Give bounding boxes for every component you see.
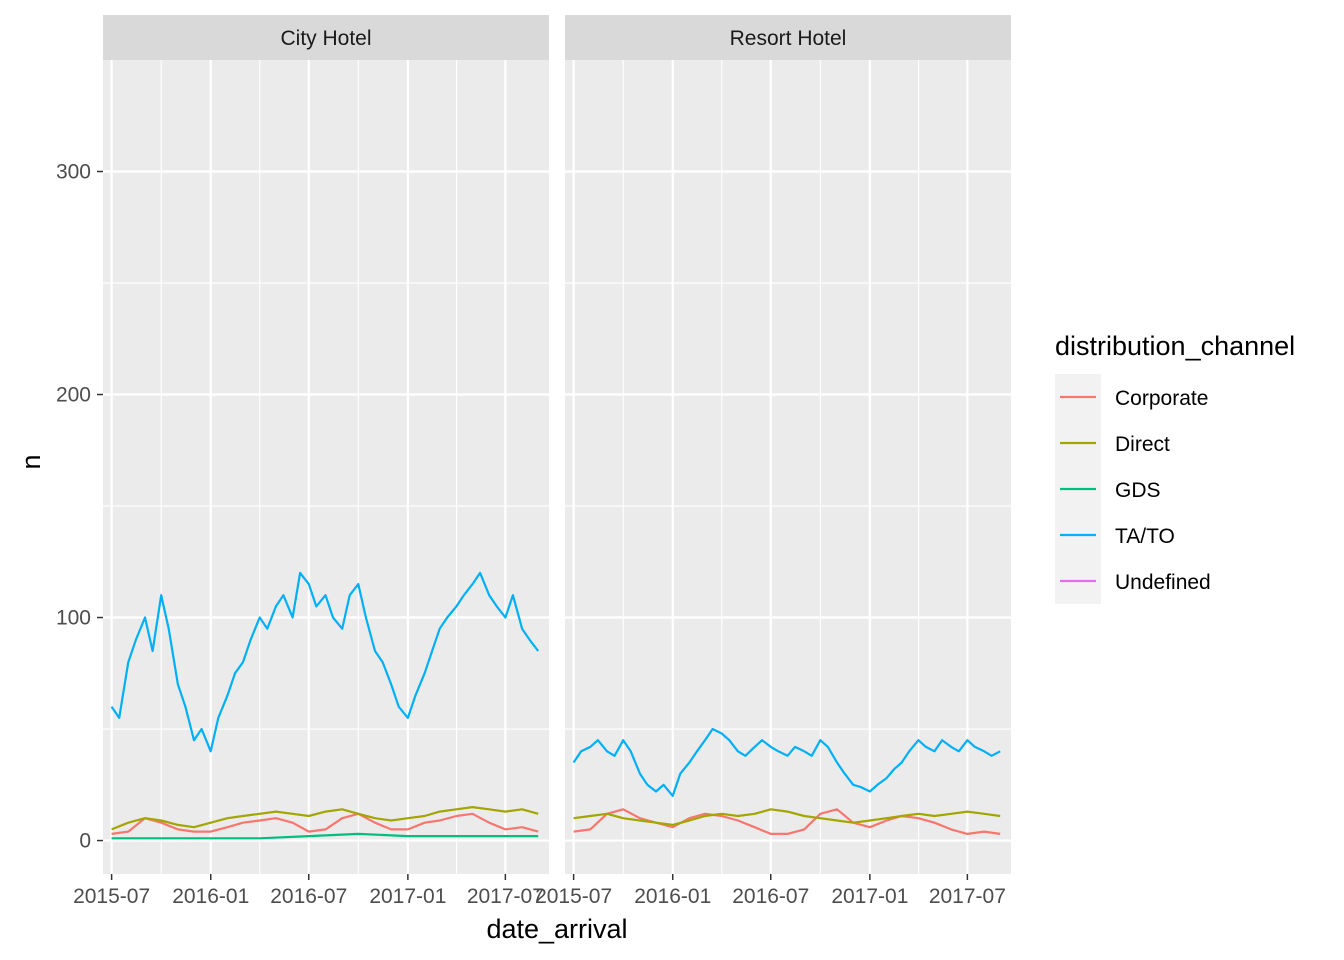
- legend: distribution_channel Corporate Direct GDS T…: [1055, 331, 1295, 604]
- series-line-ta-to: [572, 727, 1001, 798]
- x-tick-label: 2017-07: [929, 885, 1006, 908]
- panel-background: [565, 60, 1011, 874]
- legend-label: GDS: [1115, 479, 1161, 502]
- legend-title: distribution_channel: [1055, 331, 1295, 361]
- y-axis-title: n: [16, 454, 46, 469]
- legend-items: Corporate Direct GDS TA/TO Undefined: [1060, 387, 1211, 594]
- legend-label: Direct: [1115, 433, 1170, 456]
- x-tick-label: 2015-07: [73, 885, 150, 908]
- facet-strip-label: Resort Hotel: [730, 27, 847, 50]
- y-tick-label: 200: [56, 384, 91, 407]
- series-line-corporate: [111, 812, 539, 835]
- series-line-direct: [573, 808, 1001, 827]
- panel-background: [103, 60, 549, 874]
- y-tick-label: 0: [79, 830, 91, 853]
- series-line-corporate: [573, 808, 1001, 836]
- x-axis-title: date_arrival: [486, 914, 627, 944]
- facet-strip-label: City Hotel: [280, 27, 371, 50]
- panel-1: Resort Hotel 2015-07 2016-01 2016-07 2017-01…: [535, 15, 1011, 908]
- x-tick-label: 2016-01: [634, 885, 711, 908]
- series-line-ta-to: [110, 571, 540, 753]
- x-tick-label: 2017-07: [467, 885, 544, 908]
- x-tick-label: 2017-01: [831, 885, 908, 908]
- y-tick-label: 100: [56, 607, 91, 630]
- facet-strip: [565, 15, 1011, 60]
- legend-label: TA/TO: [1115, 525, 1175, 548]
- legend-label: Undefined: [1115, 571, 1211, 594]
- x-tick-label: 2016-01: [172, 885, 249, 908]
- x-tick-label: 2017-01: [369, 885, 446, 908]
- series-line-gds: [111, 832, 539, 840]
- x-tick-label: 2016-07: [732, 885, 809, 908]
- x-tick-label: 2015-07: [535, 885, 612, 908]
- x-tick-label: 2016-07: [270, 885, 347, 908]
- facet-strip: [103, 15, 549, 60]
- panels-layer: City Hotel 2015-07 2016-01 2016-07 2017-01 20…: [56, 15, 1011, 908]
- legend-label: Corporate: [1115, 387, 1208, 410]
- series-line-direct: [111, 805, 539, 831]
- y-tick-label: 300: [56, 161, 91, 184]
- panel-0: City Hotel 2015-07 2016-01 2016-07 2017-01 20…: [56, 15, 549, 908]
